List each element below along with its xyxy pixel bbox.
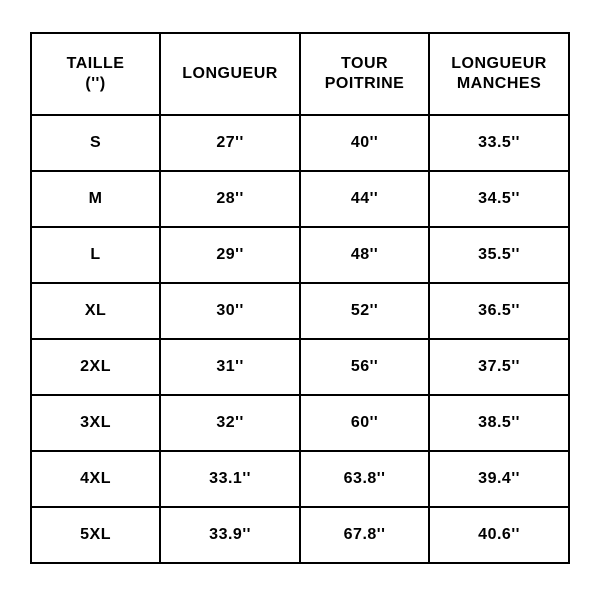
cell-taille: 4XL	[31, 451, 160, 507]
header-line2: POITRINE	[301, 74, 428, 94]
col-header-taille: TAILLE ('')	[31, 33, 160, 115]
cell-longueur: 27''	[160, 115, 300, 171]
header-line1: LONGUEUR	[430, 54, 568, 74]
cell-longueur-manches: 34.5''	[429, 171, 569, 227]
cell-longueur: 29''	[160, 227, 300, 283]
cell-longueur: 33.9''	[160, 507, 300, 563]
cell-taille: 3XL	[31, 395, 160, 451]
table-row: 3XL 32'' 60'' 38.5''	[31, 395, 569, 451]
table-row: M 28'' 44'' 34.5''	[31, 171, 569, 227]
cell-longueur: 33.1''	[160, 451, 300, 507]
cell-taille: 2XL	[31, 339, 160, 395]
cell-longueur-manches: 40.6''	[429, 507, 569, 563]
size-table: TAILLE ('') LONGUEUR TOUR POITRINE LONGU…	[30, 32, 570, 564]
col-header-longueur: LONGUEUR	[160, 33, 300, 115]
header-line1: LONGUEUR	[161, 64, 299, 84]
table-row: 4XL 33.1'' 63.8'' 39.4''	[31, 451, 569, 507]
header-line2: MANCHES	[430, 74, 568, 94]
table-row: 5XL 33.9'' 67.8'' 40.6''	[31, 507, 569, 563]
cell-longueur-manches: 33.5''	[429, 115, 569, 171]
cell-tour-poitrine: 63.8''	[300, 451, 429, 507]
col-header-tour-poitrine: TOUR POITRINE	[300, 33, 429, 115]
cell-longueur-manches: 36.5''	[429, 283, 569, 339]
cell-tour-poitrine: 44''	[300, 171, 429, 227]
size-table-container: TAILLE ('') LONGUEUR TOUR POITRINE LONGU…	[0, 4, 600, 596]
cell-longueur: 32''	[160, 395, 300, 451]
cell-longueur-manches: 37.5''	[429, 339, 569, 395]
cell-longueur: 30''	[160, 283, 300, 339]
table-header-row: TAILLE ('') LONGUEUR TOUR POITRINE LONGU…	[31, 33, 569, 115]
cell-longueur: 28''	[160, 171, 300, 227]
header-line2: ('')	[32, 74, 159, 94]
cell-tour-poitrine: 56''	[300, 339, 429, 395]
cell-longueur: 31''	[160, 339, 300, 395]
header-line1: TOUR	[301, 54, 428, 74]
cell-taille: S	[31, 115, 160, 171]
cell-longueur-manches: 35.5''	[429, 227, 569, 283]
cell-tour-poitrine: 67.8''	[300, 507, 429, 563]
header-line1: TAILLE	[32, 54, 159, 74]
cell-tour-poitrine: 60''	[300, 395, 429, 451]
table-row: XL 30'' 52'' 36.5''	[31, 283, 569, 339]
cell-longueur-manches: 39.4''	[429, 451, 569, 507]
cell-tour-poitrine: 40''	[300, 115, 429, 171]
cell-taille: XL	[31, 283, 160, 339]
table-row: L 29'' 48'' 35.5''	[31, 227, 569, 283]
cell-taille: M	[31, 171, 160, 227]
cell-tour-poitrine: 52''	[300, 283, 429, 339]
col-header-longueur-manches: LONGUEUR MANCHES	[429, 33, 569, 115]
table-row: S 27'' 40'' 33.5''	[31, 115, 569, 171]
table-row: 2XL 31'' 56'' 37.5''	[31, 339, 569, 395]
cell-longueur-manches: 38.5''	[429, 395, 569, 451]
cell-taille: L	[31, 227, 160, 283]
cell-taille: 5XL	[31, 507, 160, 563]
cell-tour-poitrine: 48''	[300, 227, 429, 283]
